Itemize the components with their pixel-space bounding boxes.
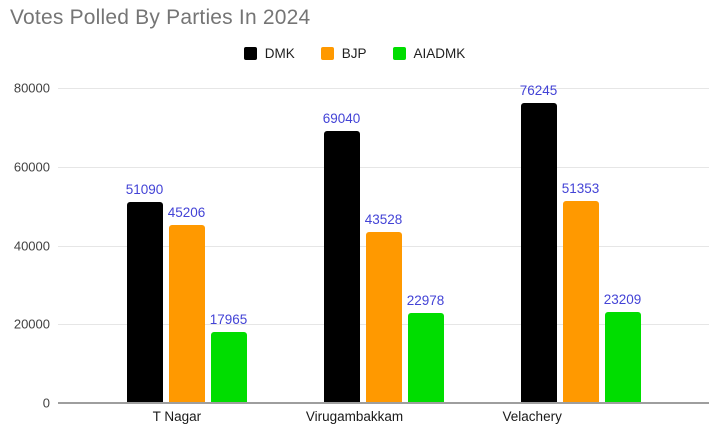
legend-label: BJP bbox=[341, 46, 367, 61]
bar-dmk-velachery bbox=[520, 102, 557, 403]
bar-group-t-nagar: 51090 45206 17965 bbox=[88, 88, 285, 403]
bar-value-label: 22978 bbox=[406, 292, 445, 308]
bar-value-label: 17965 bbox=[209, 312, 248, 328]
bar-aiadmk-velachery bbox=[604, 311, 641, 403]
y-tick-label-80000: 80000 bbox=[13, 80, 50, 96]
bar-value-label: 51090 bbox=[125, 181, 164, 197]
plot-area: 51090 45206 17965 69040 43528 22978 76245 51353… bbox=[58, 83, 709, 404]
bar-bjp-t-nagar bbox=[168, 225, 205, 403]
y-axis-labels: 0 20000 40000 60000 80000 bbox=[0, 81, 50, 411]
y-tick-label-0: 0 bbox=[42, 395, 50, 411]
x-tick-label-virugambakkam: Virugambakkam bbox=[305, 409, 404, 424]
chart-legend: DMK BJP AIADMK bbox=[0, 46, 709, 61]
legend-item-dmk: DMK bbox=[243, 46, 295, 61]
gridline-60000 bbox=[58, 166, 709, 168]
x-axis-labels: T Nagar Virugambakkam Velachery bbox=[88, 409, 621, 424]
bar-value-label: 45206 bbox=[167, 205, 206, 220]
legend-swatch-dmk bbox=[243, 47, 257, 60]
bar-wrap: 69040 bbox=[323, 111, 360, 403]
y-tick-label-20000: 20000 bbox=[13, 316, 50, 332]
legend-item-bjp: BJP bbox=[320, 46, 367, 61]
gridline-80000 bbox=[58, 88, 709, 89]
bar-aiadmk-t-nagar bbox=[210, 332, 247, 403]
bar-value-label: 23209 bbox=[603, 291, 642, 307]
legend-swatch-aiadmk bbox=[392, 47, 406, 60]
bar-dmk-t-nagar bbox=[126, 201, 163, 403]
legend-label: AIADMK bbox=[413, 46, 466, 61]
bar-dmk-virugambakkam bbox=[323, 131, 360, 403]
legend-item-aiadmk: AIADMK bbox=[392, 46, 466, 61]
bar-bjp-velachery bbox=[562, 200, 599, 403]
legend-swatch-bjp bbox=[320, 47, 334, 60]
y-tick-label-60000: 60000 bbox=[13, 159, 50, 175]
bar-bjp-virugambakkam bbox=[365, 231, 402, 403]
bar-wrap: 45206 bbox=[168, 205, 205, 403]
bar-wrap: 51090 bbox=[126, 182, 163, 403]
bar-group-virugambakkam: 69040 43528 22978 bbox=[285, 88, 482, 403]
y-tick-label-40000: 40000 bbox=[13, 238, 50, 253]
bar-value-label: 76245 bbox=[519, 82, 558, 98]
x-axis-baseline bbox=[58, 402, 709, 404]
bar-wrap: 23209 bbox=[604, 292, 641, 403]
bar-wrap: 22978 bbox=[407, 293, 444, 403]
bar-wrap: 51353 bbox=[562, 181, 599, 403]
bar-wrap: 17965 bbox=[210, 312, 247, 403]
bar-wrap: 43528 bbox=[365, 212, 402, 403]
bar-aiadmk-virugambakkam bbox=[407, 312, 444, 403]
bars-layer: 51090 45206 17965 69040 43528 22978 76245 51353… bbox=[88, 83, 679, 403]
bar-value-label: 69040 bbox=[322, 111, 361, 127]
bar-value-label: 43528 bbox=[364, 211, 403, 227]
bar-group-velachery: 76245 51353 23209 bbox=[482, 83, 679, 403]
bar-wrap: 76245 bbox=[520, 83, 557, 403]
x-tick-label-t-nagar: T Nagar bbox=[152, 409, 202, 424]
bar-value-label: 51353 bbox=[561, 180, 600, 196]
legend-label: DMK bbox=[264, 46, 295, 61]
chart-title: Votes Polled By Parties In 2024 bbox=[10, 6, 311, 29]
x-tick-label-velachery: Velachery bbox=[502, 409, 562, 424]
